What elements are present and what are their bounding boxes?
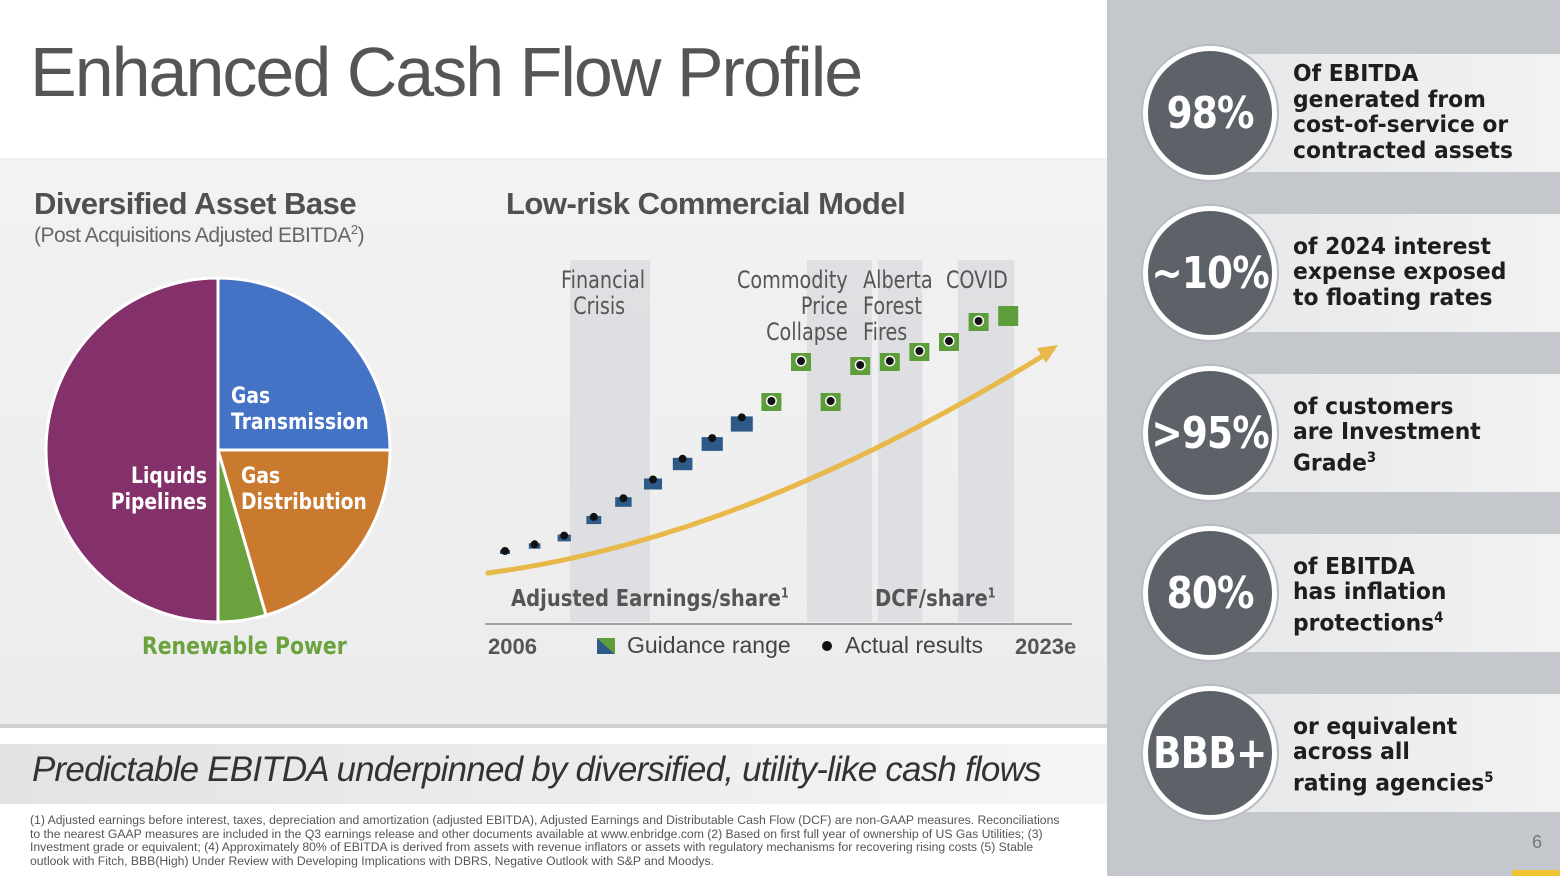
asset-base-subheading: (Post Acquisitions Adjusted EBITDA2) [34,222,365,247]
event-label-financial-crisis: Financial Crisis [561,266,646,320]
pie-slice-liquids-pipelines [44,276,220,624]
stat-description: Of EBITDA generated from cost-of-service o… [1293,61,1513,164]
guidance-mark [998,306,1019,326]
actual-point [885,357,894,365]
stat-description: of 2024 interest expense exposed to floati… [1293,233,1507,311]
stat-circle: >95% [1143,366,1277,500]
stat-value: 80% [1166,567,1255,619]
stat-value: 98% [1166,87,1255,139]
divider [0,724,1107,728]
actual-point [619,494,628,503]
actual-point [856,361,865,369]
legend-actual: Actual results [821,632,983,659]
legend-guidance: Guidance range [597,632,791,659]
tagline-banner [0,744,1107,804]
pie-label-gas-transmission: Gas Transmission [231,384,369,435]
axis-start-year: 2006 [488,634,537,659]
axis-end-year: 2023e [1015,634,1077,659]
band-commodity-collapse [806,260,873,622]
tagline-text: Predictable EBITDA underpinned by divers… [32,750,1042,789]
actual-point [915,347,924,355]
stat-circle: BBB+ [1143,686,1277,820]
stat-value: BBB+ [1153,727,1267,779]
actual-point [501,547,509,555]
guidance-mark [644,478,662,490]
event-label-commodity-collapse: Commodity Price Collapse [737,266,848,346]
pie-label-gas-distribution: Gas Distribution [241,464,367,515]
actual-point [974,317,983,325]
band-financial-crisis [570,260,651,622]
pie-label-liquids-pipelines: Liquids Pipelines [110,464,207,515]
stat-description: of EBITDA has inflation protections4 [1293,553,1447,637]
page-title: Enhanced Cash Flow Profile [30,33,863,111]
asset-base-heading: Diversified Asset Base [34,186,357,221]
pie-slice-gas-transmission [216,276,392,452]
pie-slice-gas-distribution [216,448,392,618]
actual-point [649,475,657,484]
pie-label-renewable-power: Renewable Power [142,632,347,660]
actual-point [708,434,717,443]
trend-arrow [485,351,1049,576]
commercial-model-heading: Low-risk Commercial Model [506,186,906,221]
stat-value: ~10% [1151,247,1269,299]
guidance-swatch-icon [597,637,615,654]
footnotes: (1) Adjusted earnings before interest, t… [30,813,1060,868]
actual-dot-icon [822,640,832,651]
guidance-mark [701,437,723,451]
actual-point [826,397,835,405]
actual-point [767,397,776,405]
actual-point [797,357,805,365]
actual-point [737,413,746,422]
series-label-eps: Adjusted Earnings/share1 [511,586,789,612]
trend-arrow-head-icon [1037,345,1058,363]
actual-point [945,337,953,345]
stat-value: >95% [1151,407,1269,459]
stat-description: or equivalent across all rating agencies5 [1293,713,1494,797]
asset-pie-chart [44,276,392,624]
stat-circle: 80% [1143,526,1277,660]
commercial-model-chart [485,260,1072,625]
guidance-mark [730,416,753,432]
accent-bar [1512,870,1560,876]
actual-point [530,540,539,549]
event-label-alberta-fires: Alberta Forest Fires [863,266,933,346]
stat-circle: 98% [1143,46,1277,180]
event-label-covid: COVID [946,266,1008,294]
page-number: 6 [1532,832,1543,852]
actual-point [678,454,687,463]
stat-description: of customers are Investment Grade3 [1293,393,1481,477]
guidance-mark [672,457,693,471]
stat-circle: ~10% [1143,206,1277,340]
actual-point [560,531,569,540]
actual-point [589,512,598,521]
series-label-dcf: DCF/share1 [875,586,996,612]
